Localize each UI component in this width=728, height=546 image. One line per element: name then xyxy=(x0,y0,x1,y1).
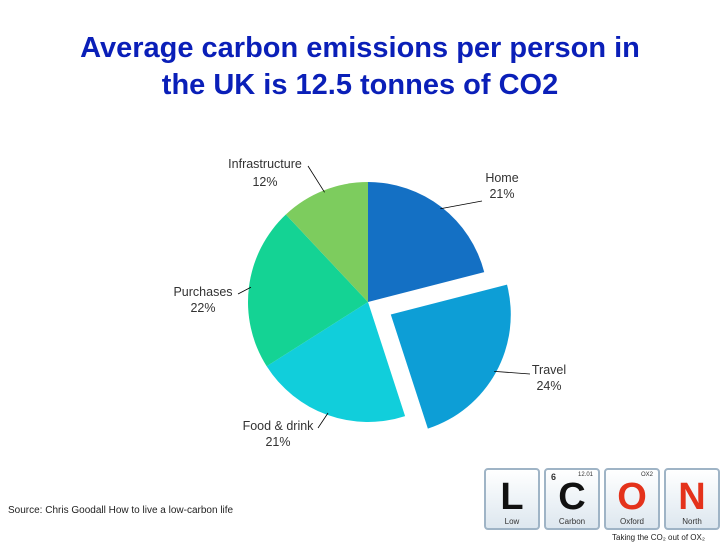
logo-word-oxford: Oxford xyxy=(619,517,644,526)
title-line-2: the UK is 12.5 tonnes of CO2 xyxy=(161,69,559,101)
pie-chart: Home 21% Travel 24% Food & drink 21% Purchases… xyxy=(173,157,566,449)
logo-symbol-o: O xyxy=(617,476,647,518)
source-note: Source: Chris Goodall How to live a low-… xyxy=(8,505,234,516)
slice-label-name: Food & drink xyxy=(243,419,315,433)
logo-symbol-l: L xyxy=(500,476,524,518)
slice-label-name: Infrastructure xyxy=(228,157,302,171)
slice-label-name: Purchases xyxy=(173,285,232,299)
pie-slice-travel xyxy=(390,284,511,429)
logo-tile-north: N North xyxy=(664,468,720,530)
leader-line xyxy=(440,200,483,210)
pie-slice-purchases xyxy=(248,214,368,367)
slice-label-value: 21% xyxy=(489,187,514,201)
logo-symbol-n: N xyxy=(678,476,706,518)
logo-word-low: Low xyxy=(504,517,520,526)
slide-title: Average carbon emissions per person in t… xyxy=(30,30,690,104)
pie-slice-home xyxy=(368,182,485,302)
logo-tile-oxford: OX2 O Oxford xyxy=(604,468,660,530)
logo-tagline: Taking the CO₂ out of OX₂ xyxy=(612,533,705,542)
slice-label-name: Home xyxy=(485,171,518,185)
slice-label-value: 22% xyxy=(190,301,215,315)
logo-tile-carbon: 6 12.01 C Carbon xyxy=(544,468,600,530)
logo-word-carbon: Carbon xyxy=(558,517,586,526)
leader-line xyxy=(494,370,531,375)
slice-label-value: 24% xyxy=(536,379,561,393)
slice-label-value: 12% xyxy=(252,175,277,189)
slice-label-name: Travel xyxy=(532,363,566,377)
logo-word-north: North xyxy=(682,517,702,526)
leader-line xyxy=(237,286,252,295)
logo-tile-low: L Low xyxy=(484,468,540,530)
pie-slice-infrastructure xyxy=(285,182,368,302)
slice-label-value: 21% xyxy=(265,435,290,449)
logo-symbol-c: C xyxy=(558,476,586,518)
leader-line xyxy=(307,165,325,193)
title-line-1: Average carbon emissions per person in xyxy=(80,32,640,64)
leader-line xyxy=(317,412,329,429)
lcon-logo: L Low 6 12.01 C Carbon OX2 O Oxford N No… xyxy=(484,468,724,534)
pie-slice-food-drink xyxy=(266,302,406,422)
